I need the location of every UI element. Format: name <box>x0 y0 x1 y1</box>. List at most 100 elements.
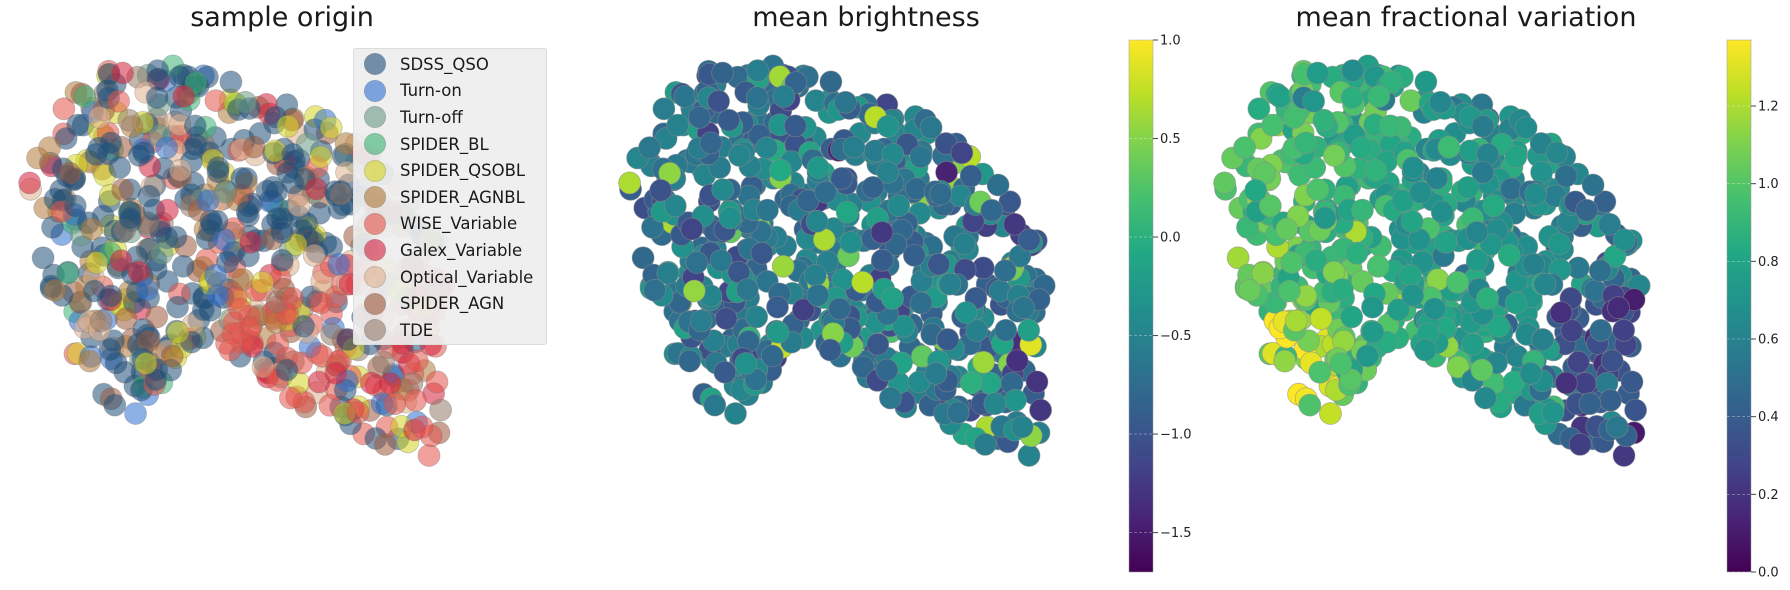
scatter-point <box>270 220 294 244</box>
scatter-point <box>819 70 843 94</box>
scatter-point <box>680 217 704 241</box>
scatter-point <box>166 295 189 319</box>
scatter-point <box>828 297 851 321</box>
scatter-point <box>766 320 790 344</box>
legend-swatch <box>364 319 386 342</box>
scatter-point <box>73 85 97 108</box>
scatter-point <box>1244 178 1268 202</box>
scatter-point <box>1213 171 1236 195</box>
scatter-point <box>205 209 229 233</box>
scatter-point <box>1029 398 1052 422</box>
scatter-point <box>973 432 997 456</box>
legend-label: SPIDER_AGN <box>400 294 505 314</box>
scatter-point <box>1387 298 1410 322</box>
scatter-point <box>1238 278 1262 302</box>
scatter-point <box>372 350 395 374</box>
scatter-point <box>818 338 842 362</box>
scatter-point <box>329 182 353 206</box>
scatter-point <box>1598 212 1621 236</box>
colorbar-tick-label: 1.0 <box>1160 34 1181 49</box>
scatter-point <box>117 108 141 132</box>
colorbar-tick-label: 0.4 <box>1758 410 1779 425</box>
scatter-point <box>107 89 130 113</box>
scatter-point <box>146 59 170 82</box>
scatter-point <box>746 59 770 82</box>
scatter-point <box>879 386 902 410</box>
scatter-point <box>771 254 795 278</box>
colorbar-tick-label: 0.6 <box>1758 333 1779 348</box>
scatter-point <box>631 246 655 270</box>
scatter-point <box>851 270 874 294</box>
scatter-point <box>63 194 87 218</box>
legend-swatch <box>364 79 386 102</box>
scatter-point <box>89 309 113 333</box>
scatter-point <box>1612 318 1636 342</box>
legend-swatch <box>364 53 386 76</box>
scatter-point <box>127 144 151 167</box>
scatter-point <box>124 402 147 425</box>
scatter-point <box>745 86 769 109</box>
scatter-point <box>682 279 706 303</box>
legend: SDSS_QSO Turn-on Turn-off SPIDER_BL SPIDER_Q… <box>353 48 547 345</box>
scatter-point <box>1504 291 1528 315</box>
scatter-point <box>1575 198 1599 222</box>
scatter-point <box>652 97 676 121</box>
scatter-point <box>663 194 687 218</box>
scatter-point <box>881 287 904 310</box>
legend-item: TDE <box>354 317 546 344</box>
scatter-point <box>649 178 673 202</box>
colorbar-tick-label: 0.5 <box>1160 132 1181 147</box>
scatter-point <box>980 198 1004 222</box>
scatter-point <box>1017 444 1041 467</box>
scatter-point <box>80 217 104 241</box>
scatter-point <box>993 259 1017 283</box>
scatter-point <box>1533 272 1557 296</box>
scatter-point <box>1313 206 1337 230</box>
legend-label: Turn-on <box>400 81 462 101</box>
scatter-point <box>673 85 697 108</box>
scatter-point <box>866 332 890 356</box>
scatter-point <box>1364 158 1387 182</box>
scatter-point <box>319 116 343 139</box>
scatter-point <box>1400 209 1424 233</box>
scatter-point <box>1548 232 1571 256</box>
legend-item: Turn-on <box>354 78 546 105</box>
scatter-point <box>1446 355 1470 379</box>
scatter-point <box>111 61 134 85</box>
scatter-point <box>927 252 951 276</box>
legend-item: Optical_Variable <box>354 264 546 291</box>
scatter-point <box>1465 248 1489 272</box>
scatter-point <box>1554 371 1578 395</box>
colorbar-tick-label: 0.0 <box>1758 566 1779 581</box>
scatter-point <box>935 160 958 184</box>
legend-swatch <box>364 292 386 315</box>
colorbar: 1.0 0.5 0.0 −0.5 −1.0 −1.5 <box>1128 34 1192 573</box>
scatter-point <box>109 249 133 273</box>
scatter-point <box>688 106 711 129</box>
scatter-point <box>1277 279 1301 303</box>
legend-item: SDSS_QSO <box>354 51 546 78</box>
scatter-point <box>144 368 168 392</box>
scatter-point <box>183 114 207 138</box>
scatter-point <box>1429 90 1452 114</box>
scatter-point <box>1284 309 1308 333</box>
colorbar-tick-label: 0.8 <box>1758 255 1779 270</box>
scatter-point <box>383 392 407 416</box>
scatter-point <box>699 131 723 155</box>
scatter-point <box>959 371 983 395</box>
panel-mean-brightness <box>618 54 1056 467</box>
scatter-point <box>234 90 257 114</box>
scatter-point <box>1361 295 1384 319</box>
scatter-point <box>160 344 184 368</box>
scatter-point <box>792 298 815 322</box>
scatter-point <box>155 198 179 222</box>
scatter-point <box>405 349 429 373</box>
scatter-point <box>18 171 42 195</box>
scatter-point <box>876 114 900 138</box>
scatter-point <box>276 160 300 184</box>
scatter-point <box>835 200 859 224</box>
scatter-point <box>1025 370 1049 394</box>
legend-label: WISE_Variable <box>400 214 518 234</box>
scatter-point <box>1017 318 1041 342</box>
